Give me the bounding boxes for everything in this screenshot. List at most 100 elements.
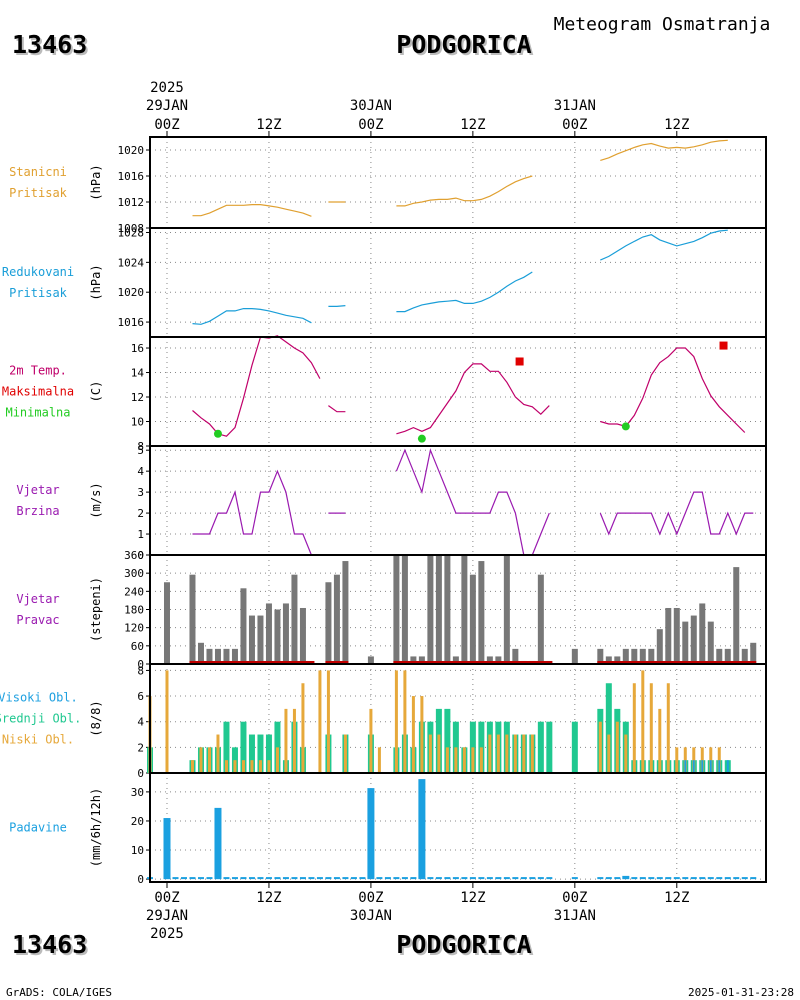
direction-bar	[648, 648, 655, 664]
y-tick-label: 10	[131, 844, 144, 857]
panel-label: Pravac	[16, 613, 59, 627]
direction-bar	[367, 656, 374, 664]
y-tick-label: 8	[137, 440, 144, 453]
low-cloud-bar	[377, 747, 381, 773]
direction-bar	[299, 607, 306, 664]
top-x-tick-label: 00Z	[358, 117, 383, 133]
footer-station-id-shadow: 13463	[14, 932, 89, 961]
y-tick-label: 8	[137, 664, 144, 677]
low-cloud-bar	[530, 734, 534, 773]
direction-bar	[597, 648, 604, 664]
low-cloud-bar	[284, 708, 288, 773]
y-tick-label: 1024	[118, 256, 145, 269]
panel-frame	[149, 136, 767, 229]
y-tick-label: 0	[137, 658, 144, 671]
time-axes: 00Z 12Z 00Z 12Z 00Z 12Z 29JAN 30JAN 31JAN 2025 00Z…	[146, 80, 690, 942]
direction-bar	[656, 629, 663, 664]
panel-label: Visoki Obl.	[0, 691, 78, 705]
low-cloud-bar	[207, 747, 211, 773]
y-tick-label: 12	[131, 391, 144, 404]
low-cloud-bar	[394, 670, 398, 773]
direction-bar	[282, 603, 289, 664]
panel-precipitation: 0 10 20 30 (mm/6h/12h) Padavine	[9, 772, 767, 886]
mid-cloud-bar	[257, 734, 264, 773]
credit: GrADS: COLA/IGES	[6, 986, 112, 999]
station-id-shadow: 13463	[14, 32, 89, 61]
low-cloud-bar	[241, 760, 245, 773]
high-cloud-bar	[692, 760, 695, 773]
bottom-x-tick-label: 00Z	[562, 890, 587, 906]
y-tick-label: 1	[137, 528, 144, 541]
panel-temperature: 8 10 12 14 16 (C) 2m Temp. Maksimalna Minimalna	[2, 335, 767, 453]
direction-bar	[197, 642, 204, 664]
low-cloud-bar	[513, 734, 517, 773]
top-x-tick-label: 00Z	[154, 117, 179, 133]
low-cloud-bar	[411, 696, 415, 773]
direction-bar	[486, 656, 493, 664]
direction-bar	[665, 607, 672, 664]
bottom-year-label: 2025	[150, 926, 184, 942]
y-tick-label: 360	[124, 549, 144, 562]
y-axis-label: (mm/6h/12h)	[89, 788, 103, 867]
direction-bar	[707, 621, 714, 664]
y-tick-label: 16	[131, 342, 144, 355]
bottom-date-label: 30JAN	[350, 908, 392, 924]
low-cloud-bar	[318, 670, 322, 773]
maximum-marker	[515, 357, 524, 366]
precip-bar	[163, 818, 171, 880]
mid-cloud-bar	[444, 708, 451, 773]
series-line	[396, 271, 533, 313]
series-line	[396, 175, 533, 207]
footer-station-name-shadow: PODGORICA	[398, 932, 533, 961]
low-cloud-bar	[224, 760, 228, 773]
series-line	[328, 405, 346, 413]
direction-bar	[733, 567, 740, 664]
panel-station_pressure: 1008 1012 1016 1020 (hPa) Stanicni Pritisak	[9, 136, 767, 235]
direction-bar	[444, 555, 451, 664]
y-tick-label: 1016	[118, 316, 145, 329]
direction-bar	[452, 656, 459, 664]
direction-bar	[512, 648, 519, 664]
minimum-marker	[417, 434, 426, 443]
direction-bar	[571, 648, 578, 664]
panel-label: Pritisak	[9, 286, 68, 300]
y-tick-label: 4	[137, 716, 144, 729]
y-tick-label: 1020	[118, 144, 145, 157]
direction-bar	[257, 615, 264, 664]
y-tick-label: 1012	[118, 196, 145, 209]
low-cloud-bar	[505, 734, 509, 773]
mid-cloud-bar	[605, 683, 612, 773]
low-cloud-bar	[275, 747, 279, 773]
low-cloud-bar	[496, 734, 500, 773]
low-cloud-bar	[675, 747, 679, 773]
station-name-shadow: PODGORICA	[398, 32, 533, 61]
minimum-marker	[213, 429, 222, 438]
direction-bar	[435, 555, 442, 664]
panel-label: Maksimalna	[2, 385, 74, 399]
precip-bar	[622, 875, 630, 880]
mid-cloud-bar	[240, 721, 247, 773]
low-cloud-bar	[369, 708, 373, 773]
bottom-x-tick-label: 12Z	[460, 890, 485, 906]
low-cloud-bar	[454, 747, 458, 773]
y-tick-label: 1028	[118, 226, 145, 239]
top-year-label: 2025	[150, 80, 184, 96]
bottom-x-tick-label: 00Z	[154, 890, 179, 906]
direction-bar	[682, 621, 689, 664]
y-tick-label: 1016	[118, 170, 145, 183]
mid-cloud-bar	[452, 721, 459, 773]
y-axis-label: (stepeni)	[89, 577, 103, 642]
top-x-tick-label: 12Z	[460, 117, 485, 133]
direction-bar	[291, 574, 298, 664]
y-tick-label: 60	[131, 640, 144, 653]
high-cloud-bar	[709, 760, 712, 773]
low-cloud-bar	[641, 670, 645, 773]
series-line	[396, 363, 550, 435]
y-tick-label: 180	[124, 604, 144, 617]
high-cloud-bar	[684, 760, 687, 773]
low-cloud-bar	[479, 747, 483, 773]
mid-cloud-bar	[546, 721, 553, 773]
y-tick-label: 10	[131, 416, 144, 429]
